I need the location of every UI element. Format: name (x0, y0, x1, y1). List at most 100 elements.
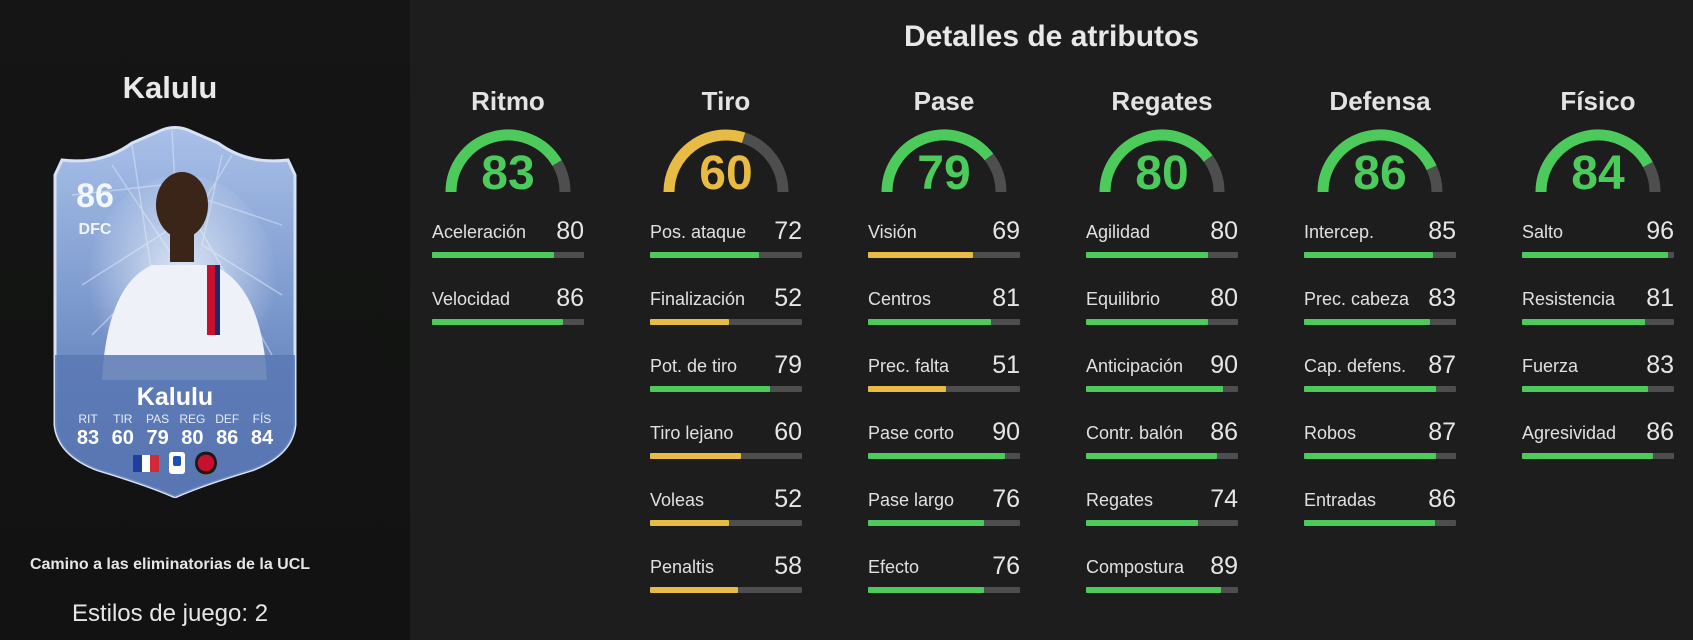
attribute-bar-fill (868, 319, 992, 325)
attribute-bar (650, 453, 802, 459)
gauge-track (1426, 165, 1443, 193)
player-panel: Kalulu (0, 0, 410, 640)
player-card[interactable]: 86 DFC Kalulu RIT 83 TIR 60 PAS 79 REG 80 DE… (52, 125, 298, 498)
attribute-name: Aceleración (432, 222, 527, 242)
attribute-bar-fill (1522, 453, 1653, 459)
card-badges (52, 451, 298, 475)
attribute-bar (1086, 587, 1238, 593)
attribute-column-ritmo: Ritmo 83 Aceleración 80 Velocidad 86 (430, 86, 586, 356)
attribute-bar-fill (1522, 319, 1646, 325)
attribute-bar (650, 319, 802, 325)
attribute-name: Pos. ataque (650, 222, 747, 242)
attribute-row: Finalización 52 (648, 284, 804, 356)
attribute-row: Pase largo 76 (866, 485, 1022, 557)
attribute-bar-fill (1522, 252, 1668, 258)
attribute-name: Equilibrio (1086, 289, 1161, 309)
attribute-value: 87 (1428, 351, 1456, 379)
attribute-row: Entradas 86 (1302, 485, 1458, 557)
category-rating: 84 (1571, 147, 1625, 200)
attribute-name: Pase largo (868, 490, 955, 510)
attribute-name: Efecto (868, 557, 920, 577)
attribute-bar-fill (1086, 453, 1217, 459)
attribute-bar-fill (1304, 319, 1431, 325)
attribute-value: 52 (774, 485, 802, 513)
attribute-value: 72 (774, 217, 802, 245)
attribute-value: 86 (556, 284, 584, 312)
attribute-name: Prec. falta (868, 356, 950, 376)
attribute-name: Salto (1522, 222, 1564, 242)
attribute-row: Pot. de tiro 79 (648, 351, 804, 423)
gauge-fill (1099, 129, 1213, 193)
attribute-value: 80 (556, 217, 584, 245)
attribute-row: Equilibrio 80 (1084, 284, 1240, 356)
attribute-name: Velocidad (432, 289, 511, 309)
attribute-value: 87 (1428, 418, 1456, 446)
attribute-name: Tiro lejano (650, 423, 734, 443)
card-stat-value: 80 (181, 427, 204, 449)
attribute-row: Salto 96 (1520, 217, 1676, 289)
attribute-row: Prec. falta 51 (866, 351, 1022, 423)
card-stat-rit: RIT 83 (72, 412, 104, 450)
attribute-name: Cap. defens. (1304, 356, 1407, 376)
ac-milan-badge-icon (195, 451, 217, 475)
attribute-name: Regates (1086, 490, 1154, 510)
attribute-bar-fill (1086, 319, 1208, 325)
attribute-column-pase: Pase 79 Visión 69 Centros 81 Prec. falta 51 Pase… (866, 86, 1022, 624)
attribute-value: 58 (774, 552, 802, 580)
attribute-value: 52 (774, 284, 802, 312)
category-gauge: 84 (1520, 126, 1676, 204)
attribute-bar-fill (1086, 386, 1223, 392)
gauge-arc (663, 129, 789, 193)
attribute-bar-fill (1086, 587, 1222, 593)
attribute-name: Visión (868, 222, 917, 242)
attribute-row: Prec. cabeza 83 (1302, 284, 1458, 356)
attribute-bar (1522, 386, 1674, 392)
category-rating: 83 (481, 147, 535, 200)
attribute-row: Pase corto 90 (866, 418, 1022, 490)
gauge-fill (1317, 129, 1437, 193)
attribute-bar-fill (1086, 520, 1199, 526)
attribute-row: Efecto 76 (866, 552, 1022, 624)
attribute-bar (868, 520, 1020, 526)
gauge-track (552, 160, 571, 193)
gauge-arc (1317, 129, 1443, 193)
attribute-value: 86 (1646, 418, 1674, 446)
attribute-bar-fill (650, 319, 730, 325)
attribute-name: Contr. balón (1086, 423, 1184, 443)
attribute-bar (868, 319, 1020, 325)
attribute-row: Agilidad 80 (1084, 217, 1240, 289)
gauge-arc (1535, 129, 1661, 193)
attribute-name: Compostura (1086, 557, 1185, 577)
attribute-bar (1304, 520, 1456, 526)
category-rating: 60 (699, 147, 753, 200)
attribute-row: Contr. balón 86 (1084, 418, 1240, 490)
attribute-value: 83 (1428, 284, 1456, 312)
attribute-bar (1086, 252, 1238, 258)
attribute-row: Tiro lejano 60 (648, 418, 804, 490)
attribute-value: 69 (992, 217, 1020, 245)
card-overall-rating: 86 (76, 177, 114, 215)
category-gauge: 80 (1084, 126, 1240, 204)
attribute-bar-fill (1304, 252, 1434, 258)
attribute-value: 76 (992, 485, 1020, 513)
attribute-name: Agresividad (1522, 423, 1617, 443)
attribute-bar (1304, 319, 1456, 325)
attribute-bar-fill (868, 252, 973, 258)
attribute-value: 79 (774, 351, 802, 379)
attribute-value: 81 (992, 284, 1020, 312)
playstyles-count[interactable]: Estilos de juego: 2 (71, 600, 269, 627)
attribute-value: 90 (1210, 351, 1238, 379)
attribute-name: Penaltis (650, 557, 715, 577)
attribute-row: Cap. defens. 87 (1302, 351, 1458, 423)
page-title: Detalles de atributos (903, 20, 1200, 53)
card-stat-tir: TIR 60 (107, 412, 139, 450)
attribute-bar (650, 587, 802, 593)
attribute-name: Robos (1304, 423, 1357, 443)
attribute-bar (868, 386, 1020, 392)
attribute-bar (650, 386, 802, 392)
attribute-row: Pos. ataque 72 (648, 217, 804, 289)
attribute-bar-fill (1304, 453, 1437, 459)
attribute-value: 83 (1646, 351, 1674, 379)
card-stat-label: RIT (78, 412, 98, 426)
attribute-name: Entradas (1304, 490, 1377, 510)
